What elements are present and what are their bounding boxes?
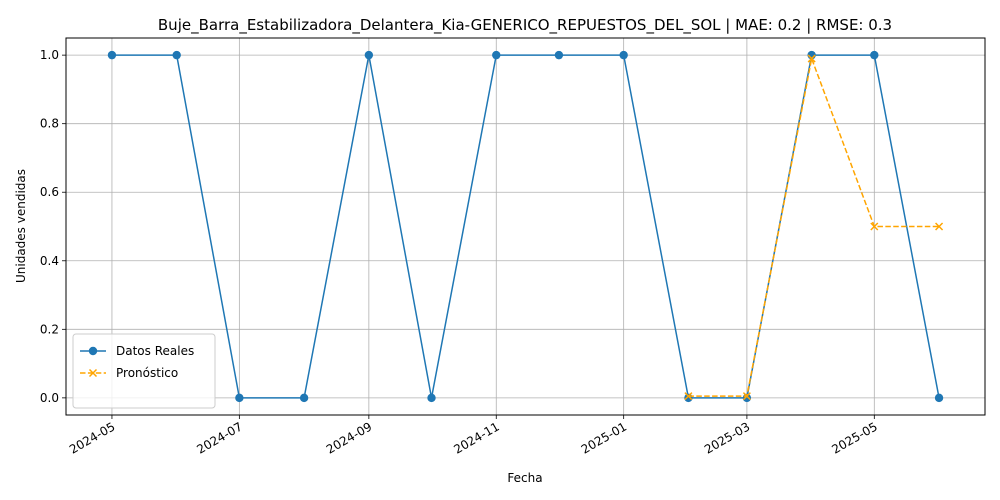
data-point [299, 393, 309, 403]
x-axis-title: Fecha [507, 471, 542, 485]
data-point [619, 50, 628, 60]
legend-marker [88, 346, 98, 356]
y-axis-title: Unidades vendidas [14, 169, 28, 283]
data-point [172, 50, 181, 60]
forecast-point [742, 392, 751, 401]
series-line-0 [111, 54, 940, 399]
data-point [492, 50, 501, 60]
x-tick-label: 2025-01 [579, 419, 629, 456]
series-line-1 [688, 55, 940, 397]
data-point [107, 50, 117, 60]
x-tick-label: 2024-07 [194, 419, 244, 456]
data-point [870, 50, 879, 60]
plot-area-frame [65, 37, 986, 416]
y-tick-label: 0.4 [40, 254, 59, 268]
y-tick-label: 1.0 [40, 48, 59, 62]
chart-title: Buje_Barra_Estabilizadora_Delantera_Kia-… [158, 16, 892, 35]
x-axis: 2024-05 2024-07 2024-09 2024-11 2025-01 2025-… [67, 415, 880, 457]
legend-label: Datos Reales [116, 344, 194, 358]
legend-label: Pronóstico [116, 366, 178, 380]
x-tick-label: 2025-05 [829, 419, 879, 456]
x-tick-label: 2024-05 [67, 419, 117, 456]
data-point [934, 393, 944, 403]
x-tick-label: 2024-09 [324, 419, 374, 456]
data-point [364, 50, 374, 60]
forecast-point [807, 54, 816, 63]
forecast-point [935, 222, 944, 231]
forecast-point [684, 392, 693, 401]
series-layer [107, 50, 944, 403]
y-tick-label: 0.6 [40, 185, 59, 199]
x-tick-label: 2025-03 [702, 419, 752, 456]
data-point [684, 393, 693, 403]
legend: Datos Reales Pronóstico [72, 333, 216, 409]
forecast-point [870, 222, 879, 231]
y-tick-label: 0.2 [40, 322, 59, 336]
y-tick-label: 0.8 [40, 117, 59, 131]
y-axis: 0.0 0.2 0.4 0.6 0.8 1.0 [40, 48, 66, 405]
x-tick-label: 2024-11 [451, 419, 501, 456]
data-point [554, 50, 564, 60]
data-point [235, 393, 244, 403]
legend-box [72, 333, 216, 409]
legend-marker [88, 368, 98, 378]
y-tick-label: 0.0 [40, 391, 59, 405]
data-point [427, 393, 436, 403]
